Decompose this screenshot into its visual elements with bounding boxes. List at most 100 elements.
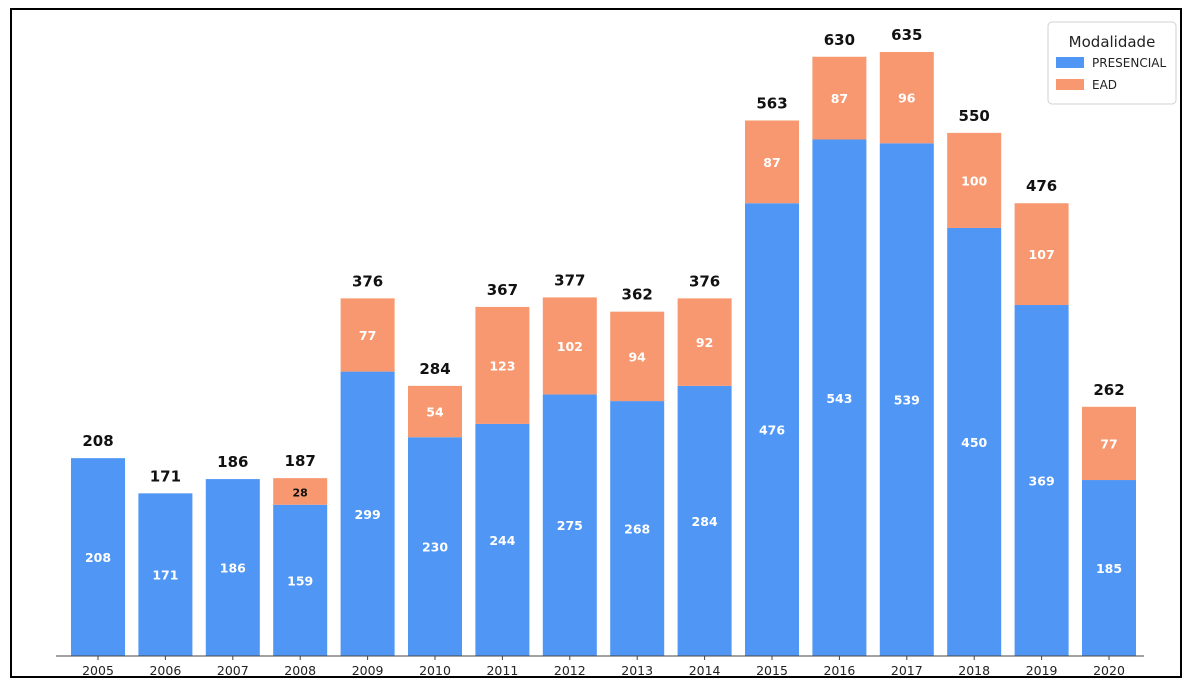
bar-presencial-2012 [542, 394, 597, 656]
x-tick-label-2016: 2016 [823, 663, 855, 676]
label-presencial-2014: 284 [692, 514, 718, 529]
bar-presencial-2015 [745, 203, 799, 656]
label-ead-2019: 107 [1029, 247, 1055, 262]
bar-presencial-2013 [610, 401, 665, 656]
label-ead-2016: 87 [831, 91, 848, 106]
bar-presencial-2006 [138, 493, 193, 656]
label-presencial-2011: 244 [489, 533, 515, 548]
bar-ead-2020 [1082, 406, 1136, 481]
bar-ead-2013 [610, 311, 665, 402]
label-ead-2008: 28 [293, 486, 308, 499]
label-total-2018: 550 [959, 107, 990, 125]
label-total-2010: 284 [419, 360, 450, 378]
bar-ead-2010 [408, 385, 462, 438]
bar-ead-2012 [542, 297, 597, 395]
label-total-2015: 563 [756, 94, 787, 112]
bar-ead-2009 [340, 298, 395, 372]
x-ticks-group: 2005 2006 2007 2008 2009 2010 2011 2012 2013 2014… [82, 656, 1125, 676]
label-presencial-2009: 299 [355, 507, 381, 522]
x-tick-label-2014: 2014 [689, 663, 721, 676]
label-ead-2020: 77 [1100, 436, 1117, 451]
bar-presencial-2011 [475, 423, 530, 656]
x-tick-label-2018: 2018 [958, 663, 990, 676]
x-tick-label-2012: 2012 [554, 663, 586, 676]
legend: Modalidade PRESENCIAL EAD [1047, 21, 1177, 105]
bar-ead-2018 [947, 132, 1002, 228]
bar-ead-2011 [475, 306, 530, 424]
x-tick-label-2010: 2010 [419, 663, 451, 676]
bar-presencial-2005 [71, 458, 125, 656]
bar-presencial-2017 [879, 143, 934, 657]
x-tick-label-2020: 2020 [1093, 663, 1125, 676]
label-total-2009: 376 [352, 272, 383, 290]
bar-presencial-2019 [1014, 305, 1069, 656]
legend-label-presencial: PRESENCIAL [1092, 56, 1166, 70]
label-presencial-2008: 159 [287, 573, 313, 588]
label-ead-2013: 94 [628, 349, 646, 364]
label-presencial-2018: 450 [961, 435, 987, 450]
label-total-2020: 262 [1093, 381, 1124, 399]
label-presencial-2007: 186 [220, 561, 246, 576]
label-ead-2009: 77 [359, 328, 376, 343]
label-ead-2011: 123 [489, 358, 515, 373]
bar-presencial-2008 [273, 504, 328, 656]
bars-group: 208 208 171 171 186 186 159 28 187 299 77 376 230 54 2… [71, 26, 1136, 657]
stacked-bar-chart: 208 208 171 171 186 186 159 28 187 299 77 376 230 54 2… [56, 21, 1177, 676]
bar-presencial-2020 [1082, 480, 1136, 656]
label-total-2016: 630 [824, 31, 855, 49]
bar-presencial-2018 [947, 227, 1002, 656]
label-presencial-2012: 275 [557, 518, 583, 533]
label-ead-2015: 87 [763, 155, 780, 170]
label-total-2011: 367 [487, 281, 518, 299]
label-presencial-2017: 539 [894, 393, 920, 408]
bar-ead-2017 [879, 52, 934, 144]
legend-title: Modalidade [1069, 33, 1156, 51]
bar-presencial-2007 [205, 479, 260, 656]
bar-ead-2019 [1014, 203, 1069, 306]
x-tick-label-2007: 2007 [217, 663, 249, 676]
label-presencial-2010: 230 [422, 540, 448, 555]
x-tick-label-2019: 2019 [1026, 663, 1058, 676]
bar-presencial-2010 [408, 437, 462, 656]
bar-ead-2015 [745, 120, 799, 204]
x-tick-label-2009: 2009 [352, 663, 384, 676]
label-total-2017: 635 [891, 26, 922, 44]
x-tick-label-2015: 2015 [756, 663, 788, 676]
label-presencial-2020: 185 [1096, 561, 1122, 576]
x-tick-label-2008: 2008 [284, 663, 316, 676]
label-total-2008: 187 [285, 452, 316, 470]
label-presencial-2019: 369 [1029, 474, 1055, 489]
label-total-2005: 208 [82, 432, 113, 450]
label-total-2012: 377 [554, 271, 585, 289]
bar-ead-2008 [273, 478, 328, 505]
x-tick-label-2011: 2011 [486, 663, 518, 676]
x-tick-label-2017: 2017 [891, 663, 923, 676]
chart-frame: 208 208 171 171 186 186 159 28 187 299 77 376 230 54 2… [10, 8, 1182, 678]
label-total-2019: 476 [1026, 177, 1057, 195]
legend-swatch-ead [1056, 79, 1084, 90]
label-presencial-2005: 208 [85, 550, 111, 565]
label-ead-2010: 54 [426, 405, 444, 420]
bar-presencial-2016 [812, 139, 867, 656]
label-ead-2014: 92 [696, 335, 713, 350]
label-ead-2012: 102 [557, 339, 583, 354]
label-total-2013: 362 [622, 286, 653, 304]
bar-ead-2014 [677, 298, 732, 386]
legend-label-ead: EAD [1092, 78, 1117, 92]
x-tick-label-2013: 2013 [621, 663, 653, 676]
bar-presencial-2014 [677, 385, 732, 656]
label-presencial-2016: 543 [826, 391, 852, 406]
label-presencial-2015: 476 [759, 423, 785, 438]
label-presencial-2013: 268 [624, 522, 650, 537]
legend-swatch-presencial [1056, 57, 1084, 68]
x-tick-label-2005: 2005 [82, 663, 114, 676]
bar-presencial-2009 [340, 371, 395, 656]
label-total-2014: 376 [689, 272, 720, 290]
label-total-2006: 171 [150, 467, 181, 485]
label-ead-2018: 100 [961, 173, 987, 188]
label-presencial-2006: 171 [152, 568, 178, 583]
bar-ead-2016 [812, 56, 867, 140]
label-ead-2017: 96 [898, 91, 916, 106]
x-tick-label-2006: 2006 [149, 663, 181, 676]
label-total-2007: 186 [217, 453, 248, 471]
